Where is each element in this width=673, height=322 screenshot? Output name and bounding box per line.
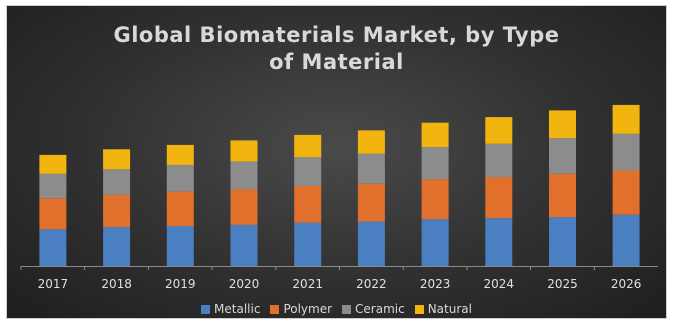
x-tick-label-2021: 2021 [292,277,323,291]
bar-metallic-2019 [166,226,194,266]
legend-label-natural: Natural [427,302,472,316]
legend-item-polymer: Polymer [270,302,332,316]
bar-ceramic-2018 [103,169,131,195]
bar-ceramic-2021 [294,157,322,186]
bar-metallic-2026 [612,214,640,266]
legend: Metallic Polymer Ceramic Natural [7,302,666,316]
chart-frame: Global Biomaterials Market, by Type of M… [6,5,667,319]
bar-natural-2026 [612,104,640,134]
bar-polymer-2018 [103,194,131,228]
bar-polymer-2017 [39,198,67,230]
bar-ceramic-2020 [230,161,258,190]
bar-polymer-2021 [294,186,322,223]
legend-label-polymer: Polymer [283,302,333,316]
bar-natural-2021 [294,134,322,158]
legend-swatch-ceramic [342,304,352,314]
bar-natural-2017 [39,154,67,174]
x-tick-label-2017: 2017 [38,277,69,291]
legend-label-metallic: Metallic [214,302,261,316]
bar-metallic-2018 [103,227,131,266]
legend-item-natural: Natural [414,302,472,316]
bar-polymer-2023 [421,179,449,220]
chart-title: Global Biomaterials Market, by Type of M… [7,22,666,76]
bar-natural-2022 [357,130,385,154]
legend-swatch-metallic [201,304,211,314]
bar-natural-2025 [549,110,576,139]
bar-metallic-2024 [485,218,513,266]
legend-swatch-polymer [270,304,280,314]
bar-natural-2020 [230,140,258,162]
x-tick-label-2022: 2022 [356,277,387,291]
x-tick-label-2026: 2026 [611,277,642,291]
bar-natural-2018 [103,149,131,170]
x-tick-label-2020: 2020 [229,277,260,291]
bar-metallic-2020 [230,224,258,266]
bar-polymer-2024 [485,177,513,219]
bar-metallic-2025 [549,217,576,266]
bar-ceramic-2023 [421,147,449,180]
bar-ceramic-2019 [166,164,194,192]
x-tick-label-2018: 2018 [101,277,132,291]
bar-polymer-2019 [166,191,194,226]
bar-metallic-2021 [294,222,322,266]
bar-ceramic-2024 [485,143,513,178]
bar-natural-2023 [421,122,449,148]
bar-ceramic-2025 [549,138,576,174]
x-tick-label-2023: 2023 [420,277,451,291]
bar-ceramic-2017 [39,173,67,199]
legend-item-metallic: Metallic [201,302,260,316]
stacked-bar-chart: 2017 2018 2019 2020 2021 2022 2023 2024 2025 2026 [20,104,658,291]
chart-title-line-2: of Material [269,50,404,74]
bar-natural-2019 [166,144,194,165]
bar-polymer-2022 [357,183,385,222]
bar-metallic-2022 [357,221,385,266]
chart-title-line-1: Global Biomaterials Market, by Type [113,23,560,47]
legend-item-ceramic: Ceramic [342,302,405,316]
bar-polymer-2026 [612,170,640,215]
legend-swatch-natural [414,304,424,314]
x-tick-label-2019: 2019 [165,277,196,291]
bar-ceramic-2022 [357,153,385,184]
bar-metallic-2023 [421,219,449,266]
x-tick-label-2025: 2025 [547,277,578,291]
bar-metallic-2017 [39,229,67,266]
bar-polymer-2025 [549,173,576,218]
bar-polymer-2020 [230,189,258,225]
legend-label-ceramic: Ceramic [355,302,405,316]
x-tick-label-2024: 2024 [484,277,515,291]
bar-natural-2024 [485,117,513,144]
bar-ceramic-2026 [612,133,640,171]
